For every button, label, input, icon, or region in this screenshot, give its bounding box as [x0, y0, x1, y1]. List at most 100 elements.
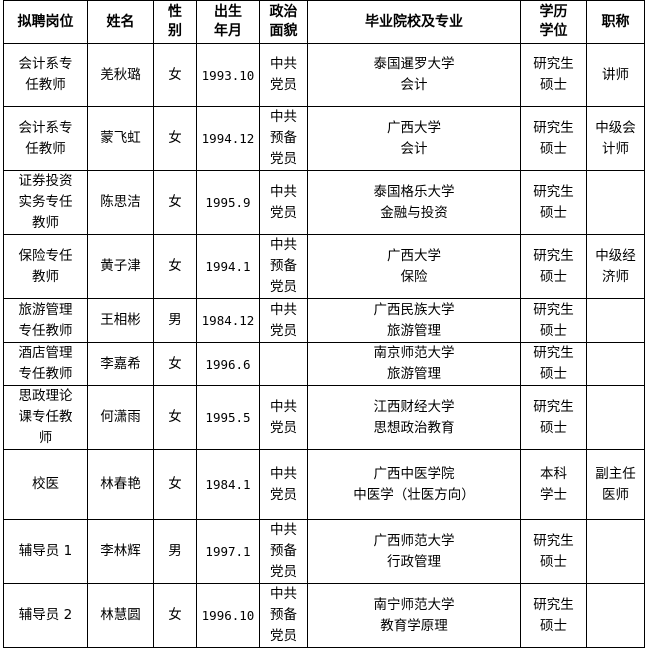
cell-title: 讲师: [586, 43, 645, 107]
cell-school-major: 南京师范大学 旅游管理: [307, 342, 521, 386]
cell-education-degree: 研究生 硕士: [520, 583, 587, 648]
cell-school-major: 广西大学 保险: [307, 234, 521, 299]
cell-birth: 1997.1: [196, 519, 260, 584]
cell-birth: 1995.5: [196, 385, 260, 450]
cell-title: [586, 170, 645, 235]
cell-position: 辅导员 2: [3, 583, 88, 648]
table-row: 证券投资 实务专任 教师 陈思洁女 1995.9 中共 党员 泰国格乐大学 金融与投资研…: [3, 170, 645, 235]
cell-title: [586, 519, 645, 584]
cell-political-status: 中共 党员: [259, 298, 308, 343]
cell-political-status: 中共 党员: [259, 449, 308, 520]
cell-title: 中级会 计师: [586, 106, 645, 171]
cell-school-major: 广西师范大学 行政管理: [307, 519, 521, 584]
cell-political-status: 中共 党员: [259, 170, 308, 235]
cell-political-status: 中共 党员: [259, 385, 308, 450]
header-row: 拟聘岗位 姓名性 别出生 年月 政治 面貌 毕业院校及专业 学历 学位 职称: [3, 0, 645, 44]
cell-school-major: 泰国暹罗大学 会计: [307, 43, 521, 107]
header-title: 职称: [586, 0, 645, 44]
header-school-major: 毕业院校及专业: [307, 0, 521, 44]
header-education-degree: 学历 学位: [520, 0, 587, 44]
table-row: 会计系专 任教师 羌秋璐女 1993.10 中共 党员 泰国暹罗大学 会计 研究生 硕士讲…: [3, 43, 645, 107]
cell-education-degree: 研究生 硕士: [520, 43, 587, 107]
cell-name: 林春艳: [87, 449, 154, 520]
cell-education-degree: 研究生 硕士: [520, 234, 587, 299]
cell-title: 中级经 济师: [586, 234, 645, 299]
cell-education-degree: 研究生 硕士: [520, 170, 587, 235]
cell-school-major: 广西中医学院 中医学（壮医方向）: [307, 449, 521, 520]
cell-position: 思政理论 课专任教 师: [3, 385, 88, 450]
cell-name: 何潇雨: [87, 385, 154, 450]
cell-school-major: 南宁师范大学 教育学原理: [307, 583, 521, 648]
cell-gender: 女: [153, 342, 197, 386]
cell-position: 旅游管理 专任教师: [3, 298, 88, 343]
cell-birth: 1996.10: [196, 583, 260, 648]
cell-political-status: 中共 预备 党员: [259, 519, 308, 584]
cell-title: 副主任 医师: [586, 449, 645, 520]
cell-education-degree: 研究生 硕士: [520, 519, 587, 584]
recruitment-table: 拟聘岗位 姓名性 别出生 年月 政治 面貌 毕业院校及专业 学历 学位 职称 会计系专 任…: [3, 0, 645, 648]
cell-birth: 1995.9: [196, 170, 260, 235]
cell-title: [586, 583, 645, 648]
header-name: 姓名: [87, 0, 154, 44]
cell-name: 黄子津: [87, 234, 154, 299]
cell-school-major: 泰国格乐大学 金融与投资: [307, 170, 521, 235]
cell-birth: 1984.12: [196, 298, 260, 343]
cell-political-status: [259, 342, 308, 386]
header-position: 拟聘岗位: [3, 0, 88, 44]
cell-birth: 1994.1: [196, 234, 260, 299]
cell-name: 蒙飞虹: [87, 106, 154, 171]
table-row: 校医 林春艳女 1984.1 中共 党员 广西中医学院 中医学（壮医方向） 本科 学士 副主…: [3, 449, 645, 520]
table-row: 保险专任 教师 黄子津女 1994.1 中共 预备 党员 广西大学 保险 研究生 硕士 中级…: [3, 234, 645, 299]
table-row: 辅导员 1 李林辉男 1997.1 中共 预备 党员 广西师范大学 行政管理 研究生 硕士: [3, 519, 645, 584]
cell-gender: 女: [153, 106, 197, 171]
cell-gender: 女: [153, 234, 197, 299]
cell-title: [586, 342, 645, 386]
cell-political-status: 中共 预备 党员: [259, 106, 308, 171]
cell-education-degree: 研究生 硕士: [520, 298, 587, 343]
cell-name: 陈思洁: [87, 170, 154, 235]
cell-position: 酒店管理 专任教师: [3, 342, 88, 386]
cell-political-status: 中共 党员: [259, 43, 308, 107]
cell-gender: 女: [153, 583, 197, 648]
cell-education-degree: 研究生 硕士: [520, 342, 587, 386]
table-row: 旅游管理 专任教师 王相彬男 1984.12 中共 党员 广西民族大学 旅游管理 研究生 …: [3, 298, 645, 343]
cell-political-status: 中共 预备 党员: [259, 583, 308, 648]
cell-name: 林慧圆: [87, 583, 154, 648]
cell-gender: 女: [153, 449, 197, 520]
cell-birth: 1993.10: [196, 43, 260, 107]
cell-position: 会计系专 任教师: [3, 106, 88, 171]
cell-position: 保险专任 教师: [3, 234, 88, 299]
cell-education-degree: 研究生 硕士: [520, 106, 587, 171]
cell-gender: 女: [153, 385, 197, 450]
cell-gender: 男: [153, 298, 197, 343]
cell-school-major: 广西大学 会计: [307, 106, 521, 171]
cell-name: 李嘉希: [87, 342, 154, 386]
header-gender: 性 别: [153, 0, 197, 44]
cell-education-degree: 本科 学士: [520, 449, 587, 520]
table-row: 会计系专 任教师 蒙飞虹女 1994.12 中共 预备 党员 广西大学 会计 研究生 硕士…: [3, 106, 645, 171]
cell-title: [586, 385, 645, 450]
cell-gender: 女: [153, 43, 197, 107]
cell-position: 校医: [3, 449, 88, 520]
cell-name: 李林辉: [87, 519, 154, 584]
cell-birth: 1984.1: [196, 449, 260, 520]
header-birth: 出生 年月: [196, 0, 260, 44]
cell-education-degree: 研究生 硕士: [520, 385, 587, 450]
cell-school-major: 广西民族大学 旅游管理: [307, 298, 521, 343]
cell-gender: 女: [153, 170, 197, 235]
cell-gender: 男: [153, 519, 197, 584]
table-row: 思政理论 课专任教 师何潇雨女 1995.5 中共 党员 江西财经大学 思想政治教育研…: [3, 385, 645, 450]
cell-title: [586, 298, 645, 343]
cell-name: 羌秋璐: [87, 43, 154, 107]
cell-name: 王相彬: [87, 298, 154, 343]
cell-position: 辅导员 1: [3, 519, 88, 584]
cell-position: 证券投资 实务专任 教师: [3, 170, 88, 235]
cell-position: 会计系专 任教师: [3, 43, 88, 107]
cell-birth: 1996.6: [196, 342, 260, 386]
table-row: 酒店管理 专任教师 李嘉希女 1996.6 南京师范大学 旅游管理 研究生 硕士: [3, 342, 645, 386]
cell-birth: 1994.12: [196, 106, 260, 171]
header-political-status: 政治 面貌: [259, 0, 308, 44]
table-row: 辅导员 2 林慧圆女 1996.10 中共 预备 党员 南宁师范大学 教育学原理 研究生 …: [3, 583, 645, 648]
cell-school-major: 江西财经大学 思想政治教育: [307, 385, 521, 450]
cell-political-status: 中共 预备 党员: [259, 234, 308, 299]
